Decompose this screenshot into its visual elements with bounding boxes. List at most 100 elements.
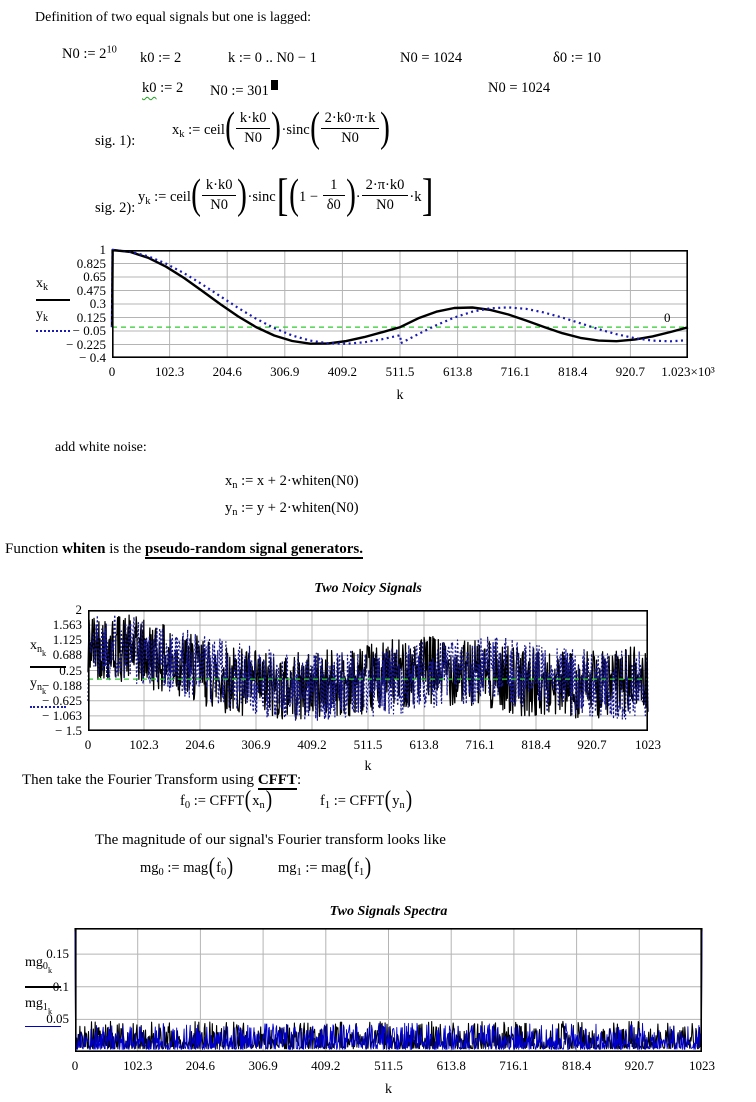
sig2-formula[interactable]: yk := ceil(k·k0 N0)·sinc[(1 − 1 δ0)· 2·π·k0… [138, 168, 434, 220]
sig1-frac2-num: 2·k0·π·k [320, 110, 380, 129]
n0-evaluation[interactable]: N0 = 1024 [400, 50, 463, 66]
sinc-function: sinc [252, 188, 276, 205]
sig2-assign: := [150, 188, 170, 205]
whiten-bold: whiten [62, 541, 106, 557]
f0-definition[interactable]: f0 := CFFT(xn) [180, 786, 272, 813]
add-white-noise-heading: add white noise: [55, 440, 147, 455]
y-tick-label: − 1.063 [42, 707, 82, 723]
plot-frame [112, 250, 689, 359]
n0-definition-2[interactable]: N0 := 301 [210, 80, 278, 100]
plot-area[interactable] [74, 927, 703, 1053]
chart2-x-axis-label: k [364, 759, 372, 774]
sig1-frac2: 2·k0·π·k N0 [320, 110, 380, 147]
n0-def-exponent: 10 [106, 44, 117, 56]
legend-yk-label: yk [36, 307, 49, 324]
minus-sign: − [306, 188, 322, 205]
k0-definition-2[interactable]: k0 := 2 [142, 80, 183, 97]
whiten-note-line: Function whiten is the pseudo-random sig… [5, 541, 363, 559]
f1-definition[interactable]: f1 := CFFT(yn) [320, 786, 412, 813]
mg1-op: := mag [301, 860, 347, 876]
noisy-signals-chart[interactable]: 0 102.3 204.6 306.9 409.2 511.5 613.8 716.1 818.… [42, 602, 661, 752]
xn-rest: := x + 2·whiten(N0) [237, 473, 359, 489]
sig1-frac2-den: N0 [341, 130, 359, 146]
signals-chart[interactable]: 0 102.3 204.6 306.9 409.2 511.5 613.8 716.1 818.… [66, 242, 715, 379]
sig2-frac2-num: 1 [322, 177, 345, 196]
x-tick-label: 920.7 [615, 364, 646, 379]
fft-intro-line: Then take the Fourier Transform using CF… [22, 772, 301, 790]
mg0-definition[interactable]: mg0 := mag(f0) [140, 853, 234, 880]
sig1-lhs: x [172, 121, 180, 138]
sig2-frac3-den: N0 [376, 197, 394, 213]
n0-definition[interactable]: N0 := 210 [62, 44, 117, 63]
magnitude-line: The magnitude of our signal's Fourier tr… [95, 832, 446, 848]
sinc-function: sinc [286, 121, 310, 138]
sig2-frac2: 1 δ0 [322, 177, 345, 214]
k0-definition[interactable]: k0 := 2 [140, 50, 182, 66]
mg0-arg-sub: 0 [221, 866, 227, 878]
legend-mg0-line-sample [25, 986, 61, 988]
sig2-frac1-num: k·k0 [201, 177, 237, 196]
series-yn [87, 614, 649, 721]
y-tick-label: 1.563 [52, 617, 82, 633]
yn-sub: n [232, 506, 238, 518]
x-tick-label: 102.3 [154, 364, 185, 379]
xn-definition[interactable]: xn := x + 2·whiten(N0) [225, 473, 359, 491]
marker-value-label: 0 [664, 310, 671, 325]
f0-arg-sub: n [259, 799, 265, 811]
sig1-formula[interactable]: xk := ceil(k·k0 N0)·sinc(2·k0·π·k N0) [172, 104, 391, 151]
plot-area[interactable] [110, 248, 689, 359]
x-tick-label: 716.1 [499, 1058, 529, 1073]
k0-rest: := 2 [156, 80, 184, 96]
x-tick-label: 1023 [635, 737, 661, 752]
y-tick-label: 0.3 [89, 296, 106, 311]
k-range-definition[interactable]: k := 0 .. N0 − 1 [228, 50, 317, 66]
sig1-label: sig. 1): [95, 133, 136, 149]
sig2-lhs-sub: k [145, 195, 151, 207]
mg1-main: mg [278, 860, 297, 876]
ceil-function: ceil [203, 121, 225, 138]
legend-xk-line-sample [36, 299, 70, 301]
sig2-lhs: y [138, 188, 146, 205]
n0-evaluation-2[interactable]: N0 = 1024 [488, 80, 551, 96]
sig2-k-factor: ·k [409, 188, 422, 205]
x-tick-label: 818.4 [561, 1058, 592, 1073]
mg1-arg-sub: 1 [359, 866, 365, 878]
yn-definition[interactable]: yn := y + 2·whiten(N0) [225, 500, 359, 518]
pseudo-random-underlined: pseudo-random signal generators. [145, 541, 363, 559]
sig2-frac3: 2·π·k0 N0 [361, 177, 409, 214]
sig2-one: 1 [299, 188, 307, 205]
legend-mg1-label: mg1k [25, 996, 53, 1016]
x-tick-label: 613.8 [442, 364, 473, 379]
delta0-definition[interactable]: δ0 := 10 [553, 50, 602, 66]
x-tick-label: 818.4 [558, 364, 588, 379]
y-tick-label: 0.15 [46, 946, 69, 962]
fft-line-pre: Then take the Fourier Transform using [22, 772, 258, 788]
mg0-arg: f [216, 860, 222, 876]
f0-main: f [180, 793, 185, 809]
x-tick-label: 102.3 [129, 737, 159, 752]
x-tick-label: 511.5 [374, 1058, 403, 1073]
y-tick-label: − 0.4 [79, 350, 106, 365]
y-tick-label: − 0.225 [66, 336, 106, 352]
multiply-dot: · [281, 121, 287, 138]
y-tick-label: 0.688 [52, 647, 82, 663]
spectra-chart[interactable]: 0 102.3 204.6 306.9 409.2 511.5 613.8 716.1 818.… [46, 927, 715, 1073]
x-tick-label: 1023 [689, 1058, 715, 1073]
y-tick-label: 0.65 [83, 269, 106, 284]
x-tick-label: 613.8 [409, 737, 439, 752]
x-tick-label: 409.2 [327, 364, 358, 379]
mg1-definition[interactable]: mg1 := mag(f1) [278, 853, 372, 880]
x-tick-label: 511.5 [353, 737, 383, 752]
chart3-x-axis-label: k [385, 1082, 392, 1097]
ceil-function: ceil [169, 188, 191, 205]
x-tick-label: 716.1 [500, 364, 530, 379]
x-tick-label: 204.6 [212, 364, 242, 379]
y-tick-label: 0.05 [46, 1011, 69, 1027]
x-tick-label: 102.3 [123, 1058, 153, 1073]
intro-title: Definition of two equal signals but one … [35, 10, 312, 25]
f0-sub: 0 [184, 799, 191, 811]
sig2-frac2-den: δ0 [326, 197, 341, 213]
mg1-sub: 1 [296, 866, 302, 878]
plot-area[interactable] [87, 610, 649, 732]
y-tick-label: 1 [99, 242, 107, 257]
